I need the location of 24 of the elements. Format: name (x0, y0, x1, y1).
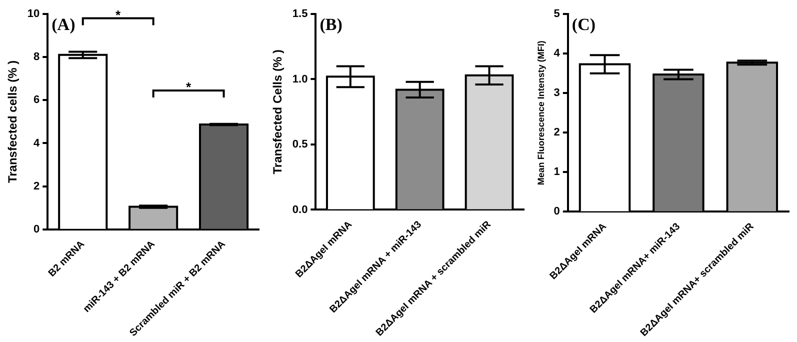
y-tick-label: 0 (554, 206, 560, 218)
y-axis-title: Transfected cells (% ) (6, 60, 20, 184)
y-tick-label: 0.5 (292, 138, 308, 151)
y-tick-label: 3 (554, 87, 560, 100)
y-tick-label: 10 (27, 8, 40, 20)
y-tick-label: 5 (554, 8, 560, 20)
y-tick-label: 1.0 (292, 73, 308, 86)
y-axis-title: Transfected Cells (% ) (270, 50, 285, 174)
y-tick-label: 0 (34, 223, 40, 236)
chart-title: (C) (572, 14, 596, 34)
y-tick-label: 4 (34, 137, 41, 150)
chart-title: (A) (52, 14, 76, 34)
y-tick-label: 1.5 (292, 8, 308, 20)
y-tick-label: 4 (554, 48, 561, 60)
y-tick-label: 6 (34, 94, 40, 106)
annotation: * (116, 7, 122, 22)
y-tick-label: 0.0 (292, 204, 308, 216)
y-tick-label: 1 (554, 166, 560, 178)
y-tick-label: 2 (554, 126, 560, 139)
y-axis-title: Mean Fluorescence Intensty (MFI) (536, 40, 546, 186)
y-tick-label: 8 (34, 51, 40, 64)
chart-title: (B) (320, 14, 342, 34)
y-tick-label: 2 (34, 180, 40, 192)
annotation: * (186, 80, 192, 95)
